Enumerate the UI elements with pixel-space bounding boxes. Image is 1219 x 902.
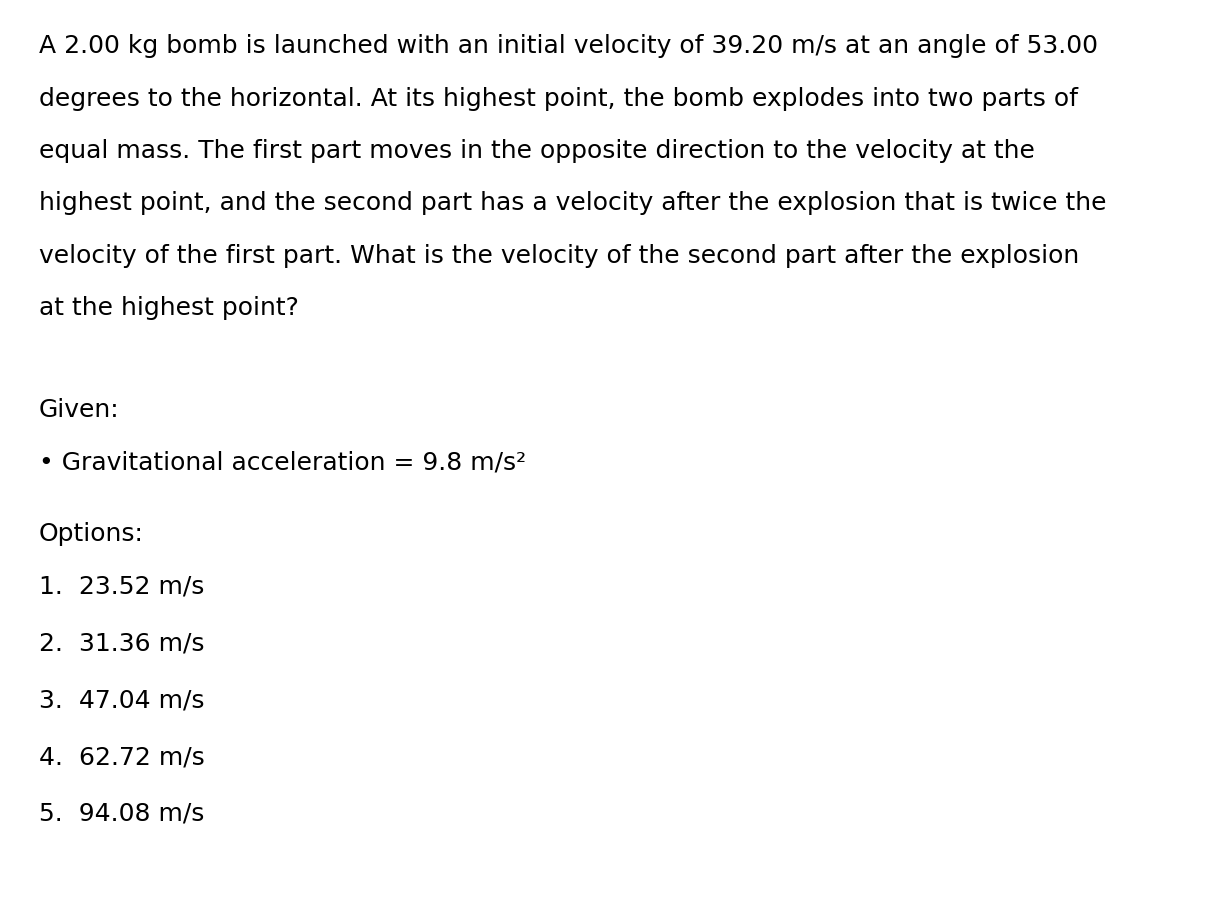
Text: velocity of the first part. What is the velocity of the second part after the ex: velocity of the first part. What is the …	[39, 244, 1079, 268]
Text: 5.  94.08 m/s: 5. 94.08 m/s	[39, 802, 205, 826]
Text: A 2.00 kg bomb is launched with an initial velocity of 39.20 m/s at an angle of : A 2.00 kg bomb is launched with an initi…	[39, 34, 1098, 59]
Text: highest point, and the second part has a velocity after the explosion that is tw: highest point, and the second part has a…	[39, 191, 1107, 216]
Text: 1.  23.52 m/s: 1. 23.52 m/s	[39, 575, 205, 599]
Text: Given:: Given:	[39, 398, 119, 422]
Text: 2.  31.36 m/s: 2. 31.36 m/s	[39, 631, 205, 656]
Text: 4.  62.72 m/s: 4. 62.72 m/s	[39, 745, 205, 769]
Text: at the highest point?: at the highest point?	[39, 296, 299, 320]
Text: degrees to the horizontal. At its highest point, the bomb explodes into two part: degrees to the horizontal. At its highes…	[39, 87, 1078, 111]
Text: • Gravitational acceleration = 9.8 m/s²: • Gravitational acceleration = 9.8 m/s²	[39, 450, 527, 474]
Text: Options:: Options:	[39, 522, 144, 547]
Text: equal mass. The first part moves in the opposite direction to the velocity at th: equal mass. The first part moves in the …	[39, 139, 1035, 163]
Text: 3.  47.04 m/s: 3. 47.04 m/s	[39, 688, 205, 713]
